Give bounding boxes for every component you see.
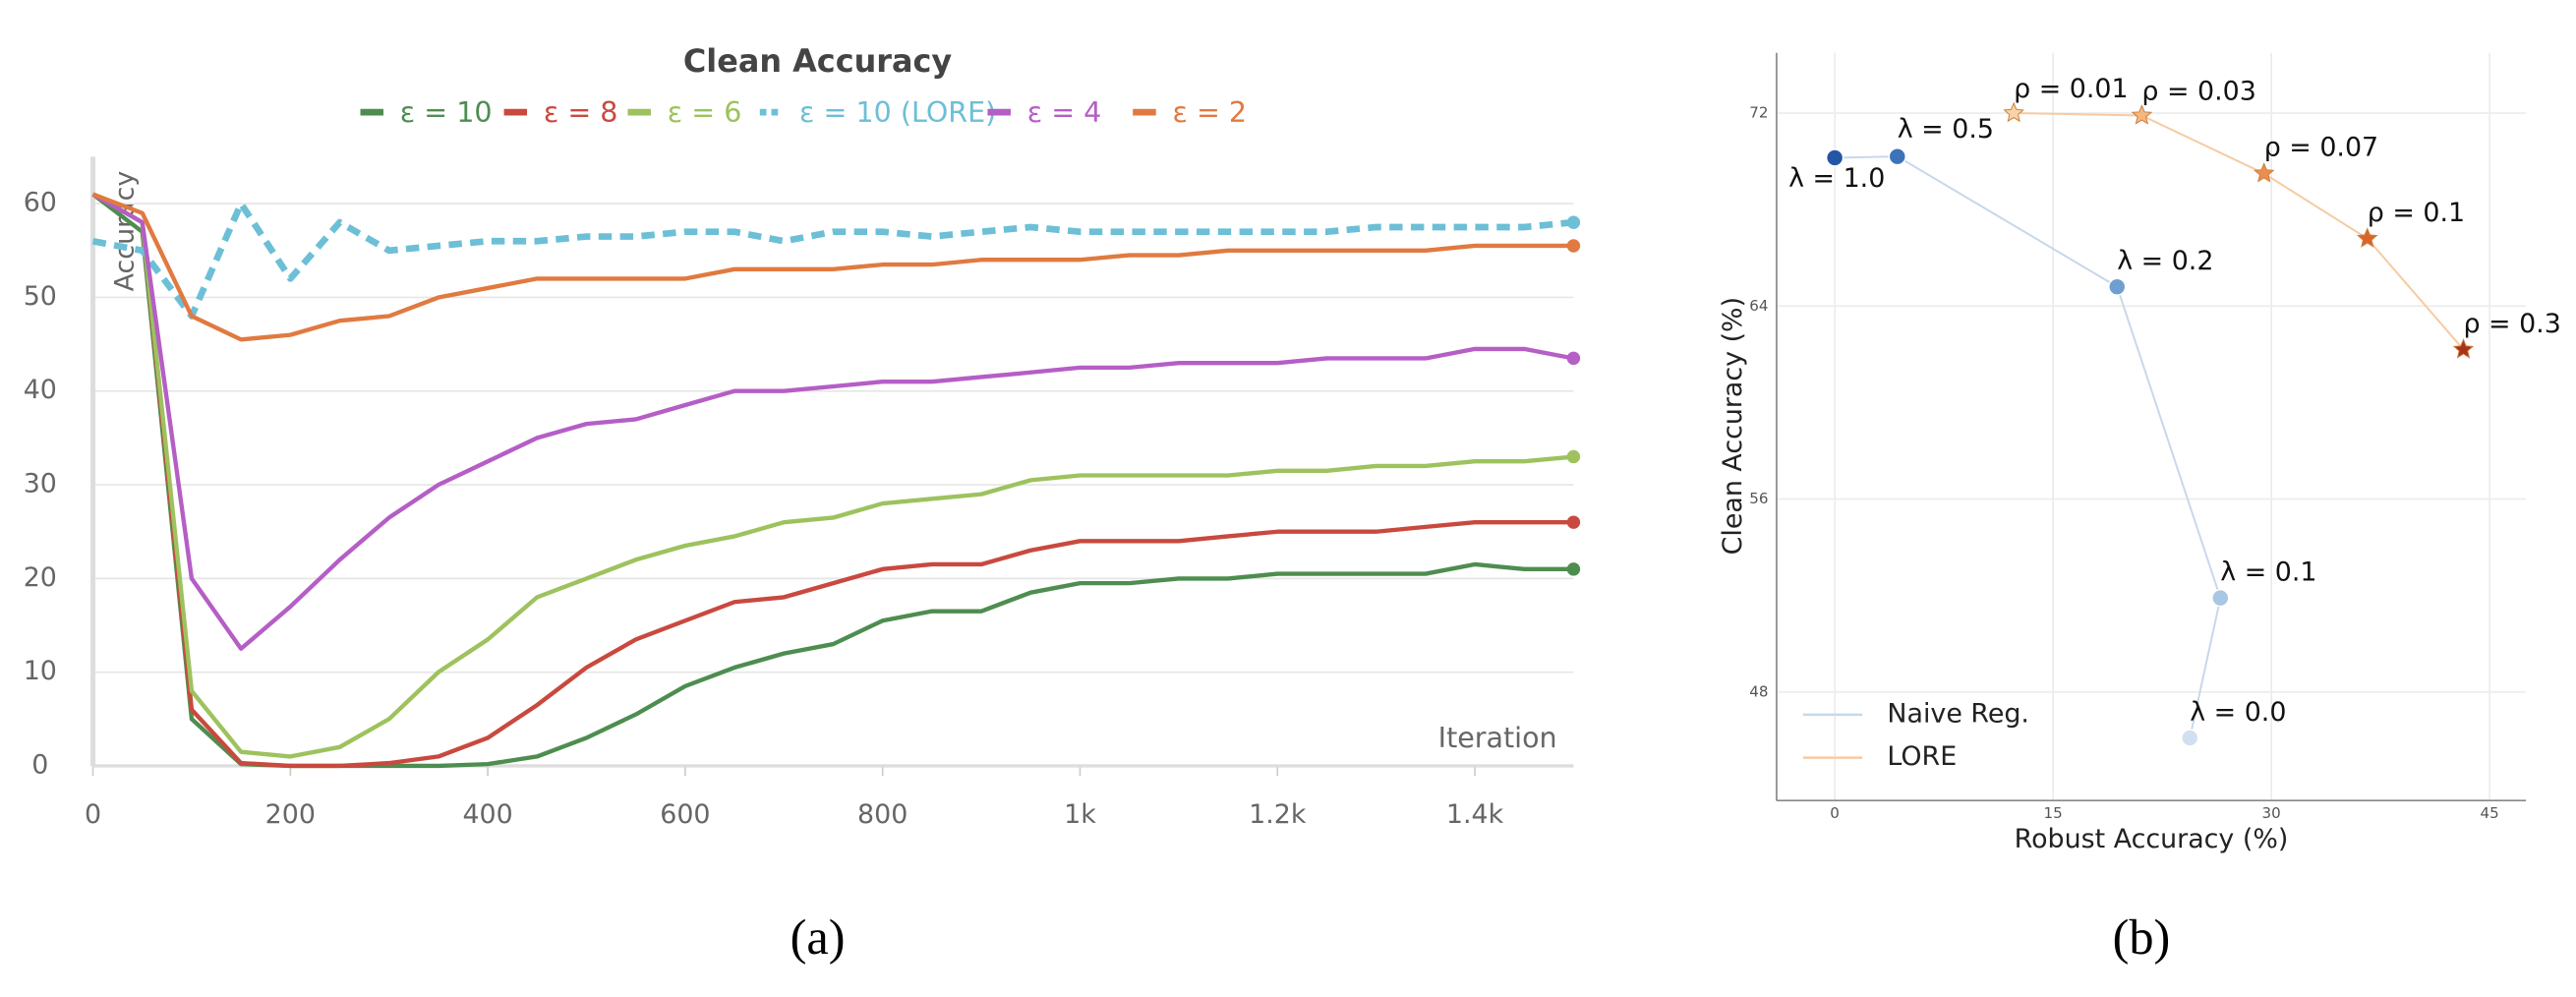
legend-label: ε = 6 [668, 96, 742, 129]
series-line [91, 192, 1574, 342]
x-tick-label: 0 [85, 799, 101, 830]
point [2452, 338, 2475, 359]
end-point [1566, 239, 1581, 253]
y-tick-label: 64 [1749, 297, 1768, 315]
chart-title: Clean Accuracy [683, 42, 953, 80]
x-tick-label: 200 [265, 799, 316, 830]
legend-label: ε = 8 [544, 96, 618, 129]
point-label: ρ = 0.1 [2368, 198, 2465, 228]
legend-label: ε = 10 (LORE) [799, 96, 996, 129]
point-label: ρ = 0.01 [2014, 74, 2128, 104]
end-point [1566, 449, 1581, 464]
y-tick-label: 30 [24, 469, 57, 499]
point-label: ρ = 0.07 [2264, 133, 2378, 163]
caption: (a) [790, 909, 846, 965]
point-label: ρ = 0.03 [2141, 77, 2255, 107]
point-label: λ = 0.5 [1898, 114, 1994, 145]
y-tick-label: 0 [31, 749, 48, 780]
legend-label: Naive Reg. [1887, 698, 2029, 729]
end-point [1566, 215, 1581, 229]
x-tick-label: 30 [2262, 804, 2281, 822]
point [2003, 101, 2024, 123]
series-line [91, 200, 1574, 320]
y-tick-label: 72 [1749, 104, 1768, 122]
legend-label: ε = 10 [400, 96, 493, 129]
series-line [91, 192, 1574, 769]
y-tick-label: 56 [1749, 490, 1768, 507]
point-label: λ = 1.0 [1788, 163, 1885, 194]
y-tick-label: 48 [1749, 682, 1768, 700]
x-tick-label: 45 [2480, 804, 2498, 822]
y-axis-label: Clean Accuracy (%) [1718, 297, 1748, 555]
legend-label: ε = 4 [1027, 96, 1102, 129]
x-axis-label: Iteration [1438, 722, 1557, 754]
caption: (b) [2113, 909, 2171, 965]
x-tick-label: 800 [857, 799, 907, 830]
x-tick-label: 1k [1064, 799, 1096, 830]
point [2108, 277, 2127, 296]
x-tick-label: 1.2k [1249, 799, 1307, 830]
point [2131, 104, 2153, 125]
x-tick-label: 0 [1830, 804, 1840, 822]
x-tick-label: 15 [2044, 804, 2063, 822]
point-label: λ = 0.1 [2220, 557, 2316, 587]
legend-label: ε = 2 [1172, 96, 1247, 129]
point [2253, 162, 2275, 183]
series-line [91, 192, 1574, 759]
x-tick-label: 600 [660, 799, 710, 830]
y-tick-label: 50 [24, 281, 57, 312]
y-tick-label: 60 [24, 188, 57, 218]
end-point [1566, 515, 1581, 529]
point-label: λ = 0.0 [2190, 697, 2286, 728]
y-tick-label: 10 [24, 656, 57, 686]
point [1888, 147, 1906, 166]
x-tick-label: 400 [462, 799, 512, 830]
y-axis-label: Accuracy [110, 171, 141, 292]
point [2211, 589, 2230, 608]
x-tick-label: 1.4k [1446, 799, 1504, 830]
point-label: λ = 0.2 [2117, 246, 2213, 276]
legend-label: LORE [1887, 741, 1957, 772]
point-label: ρ = 0.3 [2463, 309, 2560, 339]
end-point [1566, 351, 1581, 366]
point [2356, 227, 2378, 248]
end-point [1566, 562, 1581, 576]
series-line [91, 192, 1574, 651]
point [1826, 148, 1844, 167]
point [2181, 729, 2199, 747]
y-tick-label: 40 [24, 375, 57, 405]
x-axis-label: Robust Accuracy (%) [2015, 824, 2289, 854]
y-tick-label: 20 [24, 562, 57, 593]
